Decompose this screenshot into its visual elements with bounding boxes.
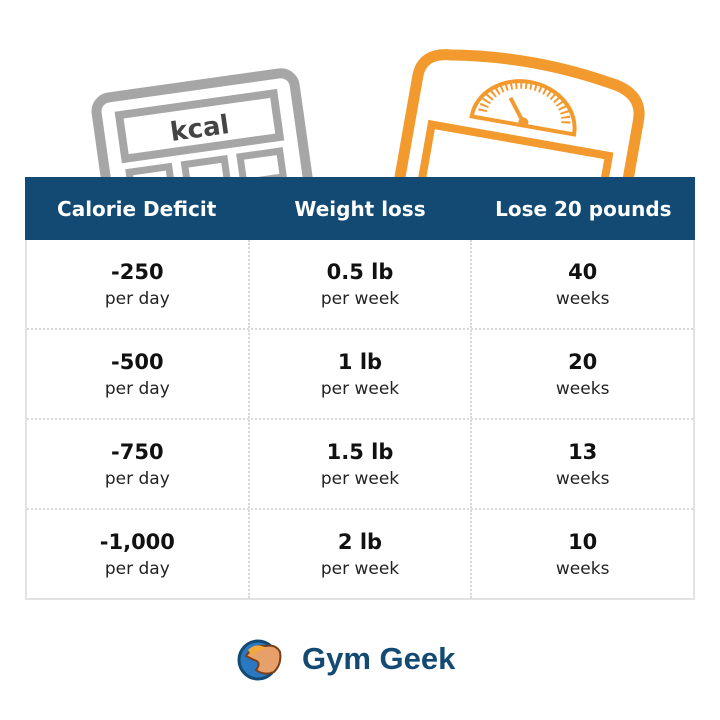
cell-value: 0.5 lb (326, 260, 394, 284)
cell-value: 20 (568, 350, 598, 374)
cell-value: -750 (111, 440, 164, 464)
table-header: Calorie Deficit Weight loss Lose 20 poun… (25, 177, 695, 240)
flexing-arm-globe-icon (237, 639, 282, 681)
calorie-deficit-cell: -1,000 per day (27, 510, 250, 598)
weight-loss-cell: 1 lb per week (250, 330, 473, 418)
cell-value: -500 (111, 350, 164, 374)
cell-value: 1.5 lb (326, 440, 394, 464)
cell-unit: per day (104, 559, 170, 579)
cell-value: 13 (568, 440, 598, 464)
table-row: -1,000 per day 2 lb per week 10 weeks (27, 510, 693, 598)
weight-scale-icon (390, 49, 645, 180)
cell-unit: per day (104, 469, 170, 489)
cell-unit: per week (320, 469, 400, 489)
header-illustrations: kcal (91, 49, 645, 180)
brand-logo: Gym Geek (236, 636, 455, 682)
header-calorie-deficit: Calorie Deficit (57, 196, 217, 221)
cell-unit: weeks (555, 469, 610, 489)
table-row: -250 per day 0.5 lb per week 40 weeks (27, 240, 693, 330)
cell-unit: weeks (555, 289, 610, 309)
cell-unit: per day (104, 379, 170, 399)
cell-unit: per week (320, 559, 400, 579)
weight-loss-cell: 1.5 lb per week (250, 420, 473, 508)
table-row: -750 per day 1.5 lb per week 13 weeks (27, 420, 693, 510)
calculator-icon: kcal (91, 68, 316, 180)
header-lose-20-pounds: Lose 20 pounds (495, 196, 672, 221)
cell-unit: per week (320, 379, 400, 399)
cell-value: -250 (111, 260, 164, 284)
cell-value: 10 (568, 530, 598, 554)
calorie-deficit-cell: -250 per day (27, 240, 250, 328)
calorie-deficit-cell: -750 per day (27, 420, 250, 508)
cell-value: 2 lb (337, 530, 383, 554)
brand-name: Gym Geek (302, 641, 456, 676)
cell-value: 40 (568, 260, 598, 284)
cell-value: -1,000 (99, 530, 175, 554)
weight-loss-cell: 0.5 lb per week (250, 240, 473, 328)
table-row: -500 per day 1 lb per week 20 weeks (27, 330, 693, 420)
cell-unit: per week (320, 289, 400, 309)
weeks-to-lose-20-cell: 10 weeks (472, 510, 693, 598)
weeks-to-lose-20-cell: 20 weeks (472, 330, 693, 418)
cell-unit: weeks (555, 379, 610, 399)
cell-unit: per day (104, 289, 170, 309)
cell-unit: weeks (555, 559, 610, 579)
calorie-deficit-table: Calorie Deficit Weight loss Lose 20 poun… (25, 177, 695, 600)
header-weight-loss: Weight loss (294, 196, 426, 221)
weeks-to-lose-20-cell: 13 weeks (472, 420, 693, 508)
calorie-deficit-cell: -500 per day (27, 330, 250, 418)
cell-value: 1 lb (337, 350, 383, 374)
weeks-to-lose-20-cell: 40 weeks (472, 240, 693, 328)
weight-loss-cell: 2 lb per week (250, 510, 473, 598)
